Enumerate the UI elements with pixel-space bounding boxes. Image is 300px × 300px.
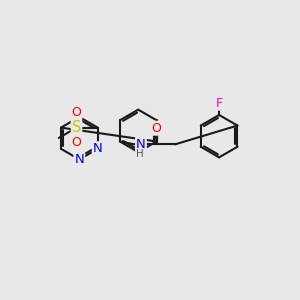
Text: O: O <box>72 106 81 119</box>
Text: O: O <box>151 122 161 135</box>
Text: N: N <box>136 138 146 151</box>
Text: S: S <box>72 120 81 135</box>
Text: N: N <box>74 153 84 166</box>
Text: N: N <box>93 142 103 155</box>
Text: O: O <box>72 136 81 149</box>
Text: H: H <box>136 149 144 159</box>
Text: F: F <box>215 97 223 110</box>
